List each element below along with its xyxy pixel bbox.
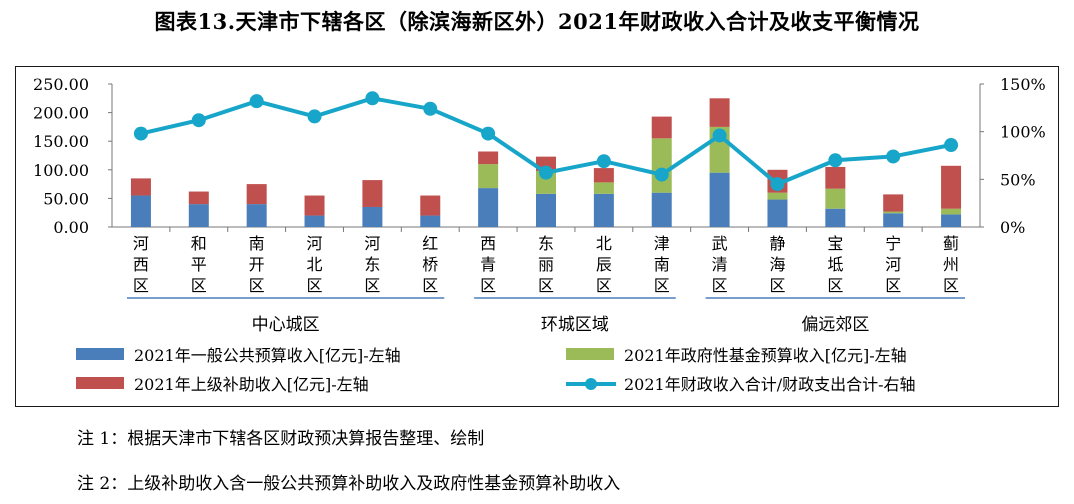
category-label-11: 静海区 — [769, 234, 785, 295]
bar-fund-9 — [651, 138, 672, 193]
bar-subsidy-4 — [362, 180, 383, 207]
legend-label-2: 2021年上级补助收入[亿元]-左轴 — [134, 375, 369, 394]
bar-subsidy-1 — [188, 191, 209, 205]
ratio-point-7 — [539, 165, 553, 180]
left-tick-label: 0.00 — [53, 218, 89, 237]
bar-general-0 — [130, 195, 151, 227]
chart-title: 图表13.天津市下辖各区（除滨海新区外）2021年财政收入合计及收支平衡情况 — [154, 9, 920, 34]
bar-general-14 — [941, 214, 962, 227]
category-label-14: 蓟州区 — [943, 234, 959, 295]
bar-general-7 — [536, 193, 556, 227]
category-label-3: 河北区 — [307, 234, 323, 295]
ratio-point-8 — [596, 154, 611, 169]
right-tick-label: 150% — [1000, 75, 1046, 94]
bar-subsidy-5 — [420, 195, 441, 216]
legend-marker-3 — [585, 378, 597, 390]
bar-general-13 — [883, 213, 904, 227]
ratio-point-12 — [828, 153, 843, 168]
legend-label-3: 2021年财政收入合计/财政支出合计-右轴 — [624, 375, 916, 394]
legend-swatch-2 — [76, 377, 124, 389]
ratio-point-6 — [481, 126, 496, 141]
bar-subsidy-14 — [941, 165, 962, 209]
bar-subsidy-13 — [883, 194, 904, 212]
ratio-point-1 — [191, 113, 206, 128]
bar-subsidy-8 — [593, 168, 614, 183]
bar-fund-11 — [767, 192, 788, 200]
bar-subsidy-2 — [246, 184, 267, 205]
bar-fund-8 — [593, 182, 614, 194]
bar-fund-6 — [478, 164, 499, 189]
ratio-point-0 — [133, 126, 148, 141]
bar-general-12 — [825, 208, 846, 227]
bar-general-8 — [593, 193, 614, 227]
ratio-point-5 — [423, 101, 438, 116]
ratio-point-3 — [307, 109, 322, 124]
left-tick-label: 100.00 — [33, 161, 89, 180]
bar-general-2 — [246, 204, 267, 227]
category-label-0: 河西区 — [133, 234, 149, 295]
category-label-8: 北辰区 — [596, 234, 612, 295]
right-tick-label: 100% — [1000, 123, 1046, 142]
chart-frame — [15, 66, 1059, 407]
bar-general-4 — [362, 206, 383, 227]
category-label-4: 河东区 — [364, 234, 380, 295]
bar-subsidy-9 — [651, 116, 672, 139]
right-tick-label: 0% — [1000, 218, 1025, 237]
bar-fund-14 — [941, 208, 962, 215]
category-label-9: 津南区 — [654, 234, 670, 295]
left-tick-label: 50.00 — [43, 189, 89, 208]
bar-subsidy-10 — [709, 98, 730, 127]
left-tick-label: 250.00 — [33, 75, 89, 94]
category-label-12: 宝坻区 — [827, 234, 843, 295]
left-tick-label: 150.00 — [33, 132, 89, 151]
right-tick-label: 50% — [1000, 170, 1036, 189]
group-label-1: 环城区域 — [541, 315, 609, 335]
group-label-2: 偏远郊区 — [801, 315, 869, 335]
category-label-6: 西青区 — [480, 234, 496, 295]
category-label-5: 红桥区 — [422, 234, 438, 295]
bar-general-5 — [420, 215, 441, 227]
note-1: 注 1：根据天津市下辖各区财政预决算报告整理、绘制 — [77, 429, 485, 449]
bar-fund-13 — [883, 211, 904, 214]
bar-general-1 — [188, 204, 209, 227]
chart-canvas: 0.00 50.00 100.00 150.00 200.00 250.00 0% 50% 10… — [33, 75, 1046, 394]
legend-label-1: 2021年政府性基金预算收入[亿元]-左轴 — [624, 346, 907, 365]
ratio-point-13 — [886, 149, 901, 164]
ratio-point-11 — [770, 177, 785, 192]
bar-subsidy-12 — [825, 166, 846, 189]
ratio-point-4 — [365, 91, 380, 106]
bar-general-10 — [709, 172, 730, 227]
ratio-point-14 — [944, 138, 959, 153]
category-label-7: 东丽区 — [538, 234, 554, 295]
ratio-point-10 — [712, 128, 727, 143]
category-label-1: 和平区 — [191, 234, 207, 295]
bar-fund-12 — [825, 188, 846, 209]
category-label-10: 武清区 — [712, 234, 728, 295]
legend-label-0: 2021年一般公共预算收入[亿元]-左轴 — [134, 346, 401, 365]
legend-swatch-0 — [76, 348, 124, 360]
bar-subsidy-0 — [130, 178, 151, 196]
bar-general-6 — [478, 188, 499, 227]
bar-general-3 — [304, 215, 325, 227]
bar-general-9 — [651, 192, 672, 227]
category-label-2: 南开区 — [249, 234, 265, 295]
left-tick-label: 200.00 — [33, 104, 89, 123]
bar-subsidy-6 — [478, 151, 499, 165]
category-label-13: 宁河区 — [885, 234, 901, 295]
legend-swatch-1 — [566, 348, 614, 360]
group-label-0: 中心城区 — [252, 315, 320, 335]
bar-general-11 — [767, 199, 788, 227]
ratio-point-2 — [249, 94, 264, 109]
bar-subsidy-3 — [304, 195, 325, 216]
ratio-point-9 — [654, 167, 669, 182]
note-2: 注 2：上级补助收入含一般公共预算补助收入及政府性基金预算补助收入 — [77, 474, 621, 494]
